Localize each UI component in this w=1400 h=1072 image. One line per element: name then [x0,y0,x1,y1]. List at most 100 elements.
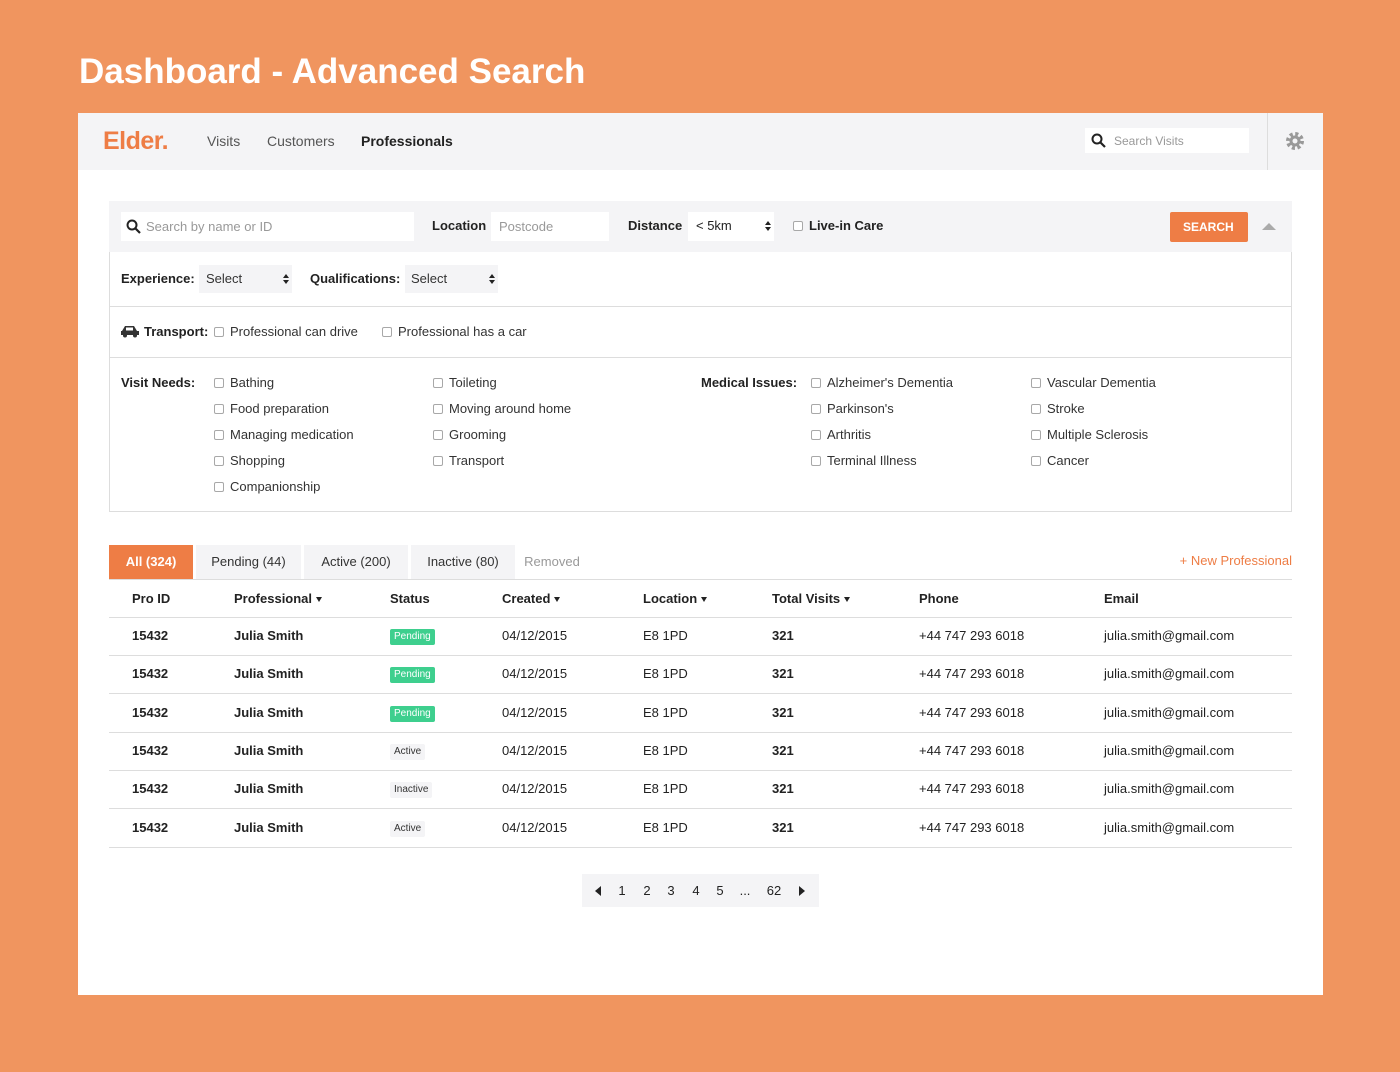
visit-need-checkbox[interactable] [214,404,224,414]
medical-checkbox[interactable] [1031,430,1041,440]
page-link[interactable]: ... [739,883,751,898]
table-cell: 04/12/2015 [502,704,568,720]
column-header: Status [390,591,430,606]
experience-select[interactable] [199,265,292,293]
settings-icon[interactable] [1285,131,1305,151]
table-cell: E8 1PD [643,781,688,797]
table-cell: julia.smith@gmail.com [1104,781,1235,797]
column-header: Pro ID [132,591,171,606]
row-divider [109,655,1292,656]
column-header[interactable]: Total Visits [772,589,850,609]
tab[interactable] [196,545,301,579]
next-page[interactable] [798,886,806,896]
status-badge: Pending [390,629,435,645]
visit-need-checkbox[interactable] [214,482,224,492]
medical-checkbox[interactable] [811,404,821,414]
visit-need-checkbox[interactable] [214,430,224,440]
medical-checkbox[interactable] [1031,404,1041,414]
location-label: Location [432,218,487,233]
page-link[interactable]: 3 [667,883,675,898]
table-cell: 321 [772,819,794,835]
filter-divider [109,357,1292,358]
visit-need-checkbox[interactable] [433,378,443,388]
table-cell: julia.smith@gmail.com [1104,819,1235,835]
live-in-label: Live-in Care [809,218,884,233]
qualifications-select[interactable] [405,265,498,293]
select-arrows [283,274,289,284]
column-header: Email [1104,591,1139,606]
visit-need-checkbox[interactable] [214,456,224,466]
medical-label: Medical Issues: [701,375,798,390]
table-cell: 04/12/2015 [502,742,568,758]
prev-page[interactable] [594,886,602,896]
table-cell: julia.smith@gmail.com [1104,666,1235,682]
page-link[interactable]: 1 [618,883,626,898]
table-cell: Julia Smith [234,742,304,758]
search-icon [1091,133,1106,148]
visit-need: Managing medication [230,427,354,442]
experience-value: Select [206,271,243,286]
table-cell: 321 [772,781,794,797]
transport-checkbox[interactable] [214,327,224,337]
visit-need: Toileting [449,375,497,390]
medical-issue: Parkinson's [827,401,894,416]
table-cell: Julia Smith [234,628,304,643]
medical-checkbox[interactable] [811,430,821,440]
table-cell: E8 1PD [643,742,688,758]
transport-option: Professional has a car [398,324,527,339]
medical-issue: Terminal Illness [827,453,917,468]
nav-link[interactable]: Professionals [361,133,453,149]
postcode-input[interactable] [491,212,609,241]
search-button[interactable] [1170,212,1248,242]
medical-checkbox[interactable] [1031,378,1041,388]
visit-need-checkbox[interactable] [433,456,443,466]
table-cell: 15432 [132,628,169,643]
table-cell: 04/12/2015 [502,781,568,797]
table-cell: 321 [772,742,794,758]
medical-issue: Arthritis [827,427,872,442]
tab[interactable] [304,545,408,579]
table-cell: Julia Smith [234,781,304,797]
column-header[interactable]: Professional [234,589,322,609]
page-link[interactable]: 62 [766,883,782,898]
table-cell: 321 [772,666,794,682]
page-link[interactable]: 4 [692,883,700,898]
distance-value: < 5km [696,218,732,233]
live-in-checkbox[interactable] [793,221,803,231]
visit-need: Shopping [230,453,285,468]
visit-need-checkbox[interactable] [433,430,443,440]
page-link[interactable]: 2 [643,883,651,898]
table-cell: E8 1PD [643,666,688,682]
visit-need-checkbox[interactable] [433,404,443,414]
car-icon [121,326,139,338]
visit-need: Food preparation [230,401,330,416]
visit-need-checkbox[interactable] [214,378,224,388]
medical-checkbox[interactable] [811,456,821,466]
table-cell: 04/12/2015 [502,819,568,835]
tab[interactable] [109,545,193,579]
table-cell: Julia Smith [234,819,304,835]
new-professional-button[interactable]: + New Professional [1179,553,1292,568]
select-arrows [765,221,771,231]
transport-checkbox[interactable] [382,327,392,337]
page-link[interactable]: 5 [716,883,724,898]
medical-issue: Multiple Sclerosis [1047,427,1149,442]
distance-select[interactable] [688,212,774,241]
nav-search-box[interactable] [1085,128,1249,153]
status-badge: Inactive [390,782,433,799]
column-header: Phone [919,591,959,606]
row-divider [109,617,1292,618]
tab[interactable] [411,545,515,579]
medical-checkbox[interactable] [1031,456,1041,466]
column-header[interactable]: Location [643,589,707,609]
transport-label: Transport: [144,324,209,339]
name-search-input[interactable] [121,212,414,241]
nav-link[interactable]: Visits [207,133,241,149]
visit-need: Companionship [230,479,321,494]
collapse-icon[interactable] [1261,221,1277,231]
column-header[interactable]: Created [502,589,560,609]
medical-issue: Stroke [1047,401,1085,416]
medical-checkbox[interactable] [811,378,821,388]
nav-link[interactable]: Customers [267,133,335,149]
